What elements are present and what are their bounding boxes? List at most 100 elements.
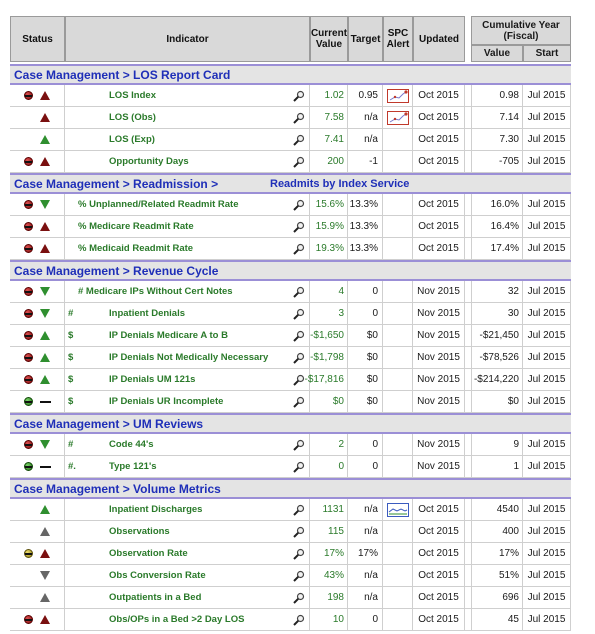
- indicator-link[interactable]: % Unplanned/Related Readmit Rate: [78, 199, 239, 210]
- indicator-cell: Obs Conversion Rate: [65, 565, 310, 586]
- indicator-link[interactable]: LOS (Exp): [109, 134, 155, 145]
- current-value[interactable]: 7.41: [310, 129, 348, 150]
- indicator-link[interactable]: % Medicare Readmit Rate: [78, 221, 194, 232]
- current-value[interactable]: 43%: [310, 565, 348, 586]
- table-row[interactable]: $ IP Denials UR Incomplete $0 $0 Nov 201…: [10, 391, 571, 413]
- magnifier-icon[interactable]: [293, 330, 305, 342]
- spc-alert-cell[interactable]: [383, 85, 413, 106]
- table-row[interactable]: Inpatient Discharges 1131 n/a Oct 2015 4…: [10, 499, 571, 521]
- current-value[interactable]: 10: [310, 609, 348, 630]
- spc-chart-icon[interactable]: [386, 502, 409, 517]
- magnifier-icon[interactable]: [293, 592, 305, 604]
- spc-chart-icon[interactable]: [386, 88, 409, 103]
- current-value[interactable]: 15.9%: [310, 216, 348, 237]
- table-row[interactable]: $ IP Denials UM 121s -$17,816 $0 Nov 201…: [10, 369, 571, 391]
- updated-date: Oct 2015: [413, 587, 465, 608]
- spc-chart-icon[interactable]: [386, 110, 409, 125]
- header-status: Status: [10, 16, 65, 62]
- table-row[interactable]: Outpatients in a Bed 198 n/a Oct 2015 69…: [10, 587, 571, 609]
- indicator-link[interactable]: Opportunity Days: [109, 156, 189, 167]
- indicator-link[interactable]: IP Denials Not Medically Necessary: [109, 352, 269, 363]
- indicator-link[interactable]: Type 121's: [109, 461, 157, 472]
- magnifier-icon[interactable]: [293, 396, 305, 408]
- current-value[interactable]: -$1,798: [310, 347, 348, 368]
- table-row[interactable]: Observations 115 n/a Oct 2015 400 Jul 20…: [10, 521, 571, 543]
- magnifier-icon[interactable]: [293, 548, 305, 560]
- magnifier-icon[interactable]: [293, 221, 305, 233]
- indicator-link[interactable]: Observation Rate: [109, 548, 188, 559]
- table-row[interactable]: Observation Rate 17% 17% Oct 2015 17% Ju…: [10, 543, 571, 565]
- magnifier-icon[interactable]: [293, 243, 305, 255]
- spc-alert-cell[interactable]: [383, 499, 413, 520]
- table-row[interactable]: $ IP Denials Medicare A to B -$1,650 $0 …: [10, 325, 571, 347]
- indicator-link[interactable]: LOS (Obs): [109, 112, 156, 123]
- current-value[interactable]: 4: [310, 281, 348, 302]
- magnifier-icon[interactable]: [293, 504, 305, 516]
- current-value[interactable]: 1.02: [310, 85, 348, 106]
- magnifier-icon[interactable]: [293, 614, 305, 626]
- current-value[interactable]: 2: [310, 434, 348, 455]
- current-value[interactable]: 115: [310, 521, 348, 542]
- current-value[interactable]: 17%: [310, 543, 348, 564]
- magnifier-icon[interactable]: [293, 439, 305, 451]
- current-value[interactable]: 19.3%: [310, 238, 348, 259]
- current-value[interactable]: 1131: [310, 499, 348, 520]
- table-row[interactable]: # Medicare IPs Without Cert Notes 4 0 No…: [10, 281, 571, 303]
- indicator-link[interactable]: IP Denials UR Incomplete: [109, 396, 224, 407]
- indicator-link[interactable]: % Medicaid Readmit Rate: [78, 243, 194, 254]
- indicator-link[interactable]: Obs/OPs in a Bed >2 Day LOS: [109, 614, 245, 625]
- indicator-link[interactable]: Outpatients in a Bed: [109, 592, 202, 603]
- indicator-link[interactable]: Code 44's: [109, 439, 154, 450]
- table-row[interactable]: # Code 44's 2 0 Nov 2015 9 Jul 2015: [10, 434, 571, 456]
- magnifier-icon[interactable]: [293, 526, 305, 538]
- magnifier-icon[interactable]: [293, 374, 305, 386]
- table-row[interactable]: # Inpatient Denials 3 0 Nov 2015 30 Jul …: [10, 303, 571, 325]
- current-value[interactable]: 3: [310, 303, 348, 324]
- indicator-cell: Inpatient Discharges: [65, 499, 310, 520]
- status-cell: [10, 609, 65, 630]
- table-row[interactable]: LOS Index 1.02 0.95 Oct 2015 0.98 Jul 20…: [10, 85, 571, 107]
- table-row[interactable]: % Medicare Readmit Rate 15.9% 13.3% Oct …: [10, 216, 571, 238]
- current-value[interactable]: 198: [310, 587, 348, 608]
- indicator-link[interactable]: Inpatient Denials: [109, 308, 186, 319]
- indicator-link[interactable]: IP Denials Medicare A to B: [109, 330, 228, 341]
- magnifier-icon[interactable]: [293, 156, 305, 168]
- table-row[interactable]: % Medicaid Readmit Rate 19.3% 13.3% Oct …: [10, 238, 571, 260]
- indicator-link[interactable]: Obs Conversion Rate: [109, 570, 206, 581]
- magnifier-icon[interactable]: [293, 199, 305, 211]
- table-row[interactable]: $ IP Denials Not Medically Necessary -$1…: [10, 347, 571, 369]
- magnifier-icon[interactable]: [293, 286, 305, 298]
- current-value[interactable]: 200: [310, 151, 348, 172]
- table-row[interactable]: Obs/OPs in a Bed >2 Day LOS 10 0 Oct 201…: [10, 609, 571, 631]
- magnifier-icon[interactable]: [293, 461, 305, 473]
- indicator-link[interactable]: LOS Index: [109, 90, 156, 101]
- table-row[interactable]: #. Type 121's 0 0 Nov 2015 1 Jul 2015: [10, 456, 571, 478]
- current-value[interactable]: -$1,650: [310, 325, 348, 346]
- indicator-link[interactable]: # Medicare IPs Without Cert Notes: [78, 286, 233, 297]
- indicator-link[interactable]: IP Denials UM 121s: [109, 374, 196, 385]
- current-value[interactable]: $0: [310, 391, 348, 412]
- spc-alert-cell[interactable]: [383, 107, 413, 128]
- current-value[interactable]: 0: [310, 456, 348, 477]
- current-value[interactable]: -$17,816: [305, 369, 348, 390]
- magnifier-icon[interactable]: [293, 352, 305, 364]
- status-red-icon: [24, 91, 33, 100]
- column-gap: [465, 369, 471, 390]
- header-cumulative-year: Cumulative Year (Fiscal): [471, 16, 571, 45]
- magnifier-icon[interactable]: [293, 570, 305, 582]
- table-row[interactable]: LOS (Exp) 7.41 n/a Oct 2015 7.30 Jul 201…: [10, 129, 571, 151]
- cumulative-start: Jul 2015: [523, 543, 571, 564]
- indicator-link[interactable]: Observations: [109, 526, 170, 537]
- current-value[interactable]: 15.6%: [310, 194, 348, 215]
- magnifier-icon[interactable]: [293, 134, 305, 146]
- magnifier-icon[interactable]: [293, 112, 305, 124]
- section-subtitle-link[interactable]: Readmits by Index Service: [270, 177, 410, 190]
- table-row[interactable]: Opportunity Days 200 -1 Oct 2015 -705 Ju…: [10, 151, 571, 173]
- magnifier-icon[interactable]: [293, 90, 305, 102]
- current-value[interactable]: 7.58: [310, 107, 348, 128]
- magnifier-icon[interactable]: [293, 308, 305, 320]
- indicator-link[interactable]: Inpatient Discharges: [109, 504, 203, 515]
- table-row[interactable]: Obs Conversion Rate 43% n/a Oct 2015 51%…: [10, 565, 571, 587]
- table-row[interactable]: LOS (Obs) 7.58 n/a Oct 2015 7.14 Jul 201…: [10, 107, 571, 129]
- table-row[interactable]: % Unplanned/Related Readmit Rate 15.6% 1…: [10, 194, 571, 216]
